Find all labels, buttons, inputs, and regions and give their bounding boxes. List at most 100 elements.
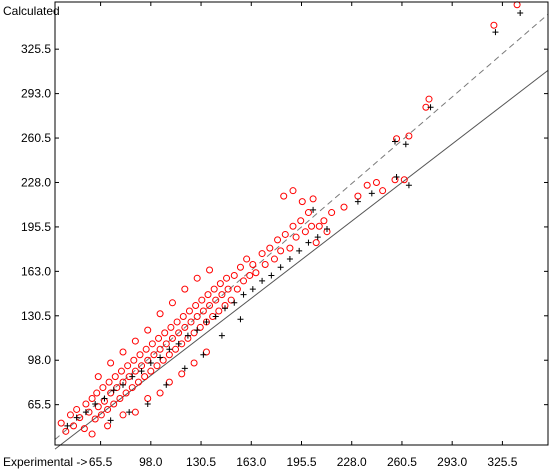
data-point-circle [175,329,183,337]
data-point-circle [292,233,300,241]
data-point-circle [156,389,164,397]
x-tick-label: 195.5 [286,455,316,469]
data-point-circle [354,192,362,200]
data-point-circle [117,367,125,375]
data-point-plus [402,141,409,148]
identity-line [54,13,549,440]
data-point-circle [70,422,78,430]
data-point-circle [281,230,289,238]
data-point-circle [153,362,161,370]
data-point-circle [258,250,266,258]
data-point-circle [138,362,146,370]
data-point-circle [198,296,206,304]
data-point-circle [266,244,274,252]
data-point-circle [144,356,152,364]
y-tick-label: 195.5 [21,220,51,234]
data-point-circle [193,274,201,282]
data-point-plus [203,318,210,325]
y-tick-label: 65.5 [28,398,52,412]
data-point-plus [222,305,228,312]
data-point-circle [187,318,195,326]
data-point-circle [124,362,132,370]
data-point-circle [178,370,186,378]
data-point-plus [231,299,238,306]
axis-ticks [55,2,548,445]
data-point-circle [131,367,139,375]
data-point-plus [101,395,108,402]
data-point-plus [163,381,170,388]
data-point-circle [88,395,96,403]
data-point-plus [212,313,219,320]
data-point-plus [405,182,412,189]
y-tick-label: 130.5 [21,309,51,323]
data-point-circle [193,312,201,320]
data-point-circle [270,255,278,263]
data-point-plus [144,400,151,407]
y-tick-label: 325.5 [21,42,51,56]
data-point-circle [340,203,348,211]
data-point-circle [88,430,96,438]
data-point-circle [301,228,309,236]
data-point-circle [94,403,102,411]
data-point-circle [297,217,305,225]
data-point-circle [196,323,204,331]
data-point-circle [105,378,113,386]
data-point-circle [113,384,121,392]
data-point-plus [184,332,191,339]
data-point-circle [304,209,312,217]
data-point-circle [159,356,167,364]
data-point-circle [309,195,317,203]
data-point-circle [202,348,210,356]
data-point-plus [368,190,375,197]
data-points [57,1,524,438]
x-tick-label: 130.5 [186,455,216,469]
data-point-plus [392,138,398,145]
data-point-circle [206,266,214,274]
y-tick-label: 260.5 [21,131,51,145]
data-point-circle [204,291,212,299]
data-point-plus [237,316,244,323]
data-point-plus [296,247,303,254]
data-point-circle [216,280,224,288]
data-point-plus [175,340,182,347]
data-point-circle [165,378,173,386]
data-point-circle [148,340,156,348]
data-point-circle [173,318,181,326]
data-point-circle [218,291,226,299]
data-point-circle [215,307,223,315]
data-point-circle [104,422,112,430]
data-point-circle [513,1,521,9]
reference-lines [54,13,549,450]
data-point-circle [490,21,498,29]
data-point-circle [161,329,169,337]
data-point-circle [136,351,144,359]
data-point-circle [274,236,282,244]
data-point-plus [249,286,256,293]
x-tick-label: 98.0 [139,455,163,469]
data-point-circle [147,367,155,375]
data-point-plus [82,409,89,416]
data-point-circle [379,187,387,195]
data-point-plus [107,417,114,424]
data-point-circle [131,408,139,416]
data-point-circle [94,373,102,381]
x-tick-label: 163.0 [236,455,266,469]
data-point-circle [122,389,130,397]
data-point-circle [141,373,149,381]
x-tick-label: 228.0 [337,455,367,469]
data-point-plus [354,198,361,205]
x-tick-label: 260.5 [387,455,417,469]
data-point-plus [120,381,126,388]
data-point-circle [119,411,127,419]
data-point-circle [181,285,189,293]
data-point-circle [80,425,88,433]
data-point-circle [243,255,251,263]
y-tick-label: 228.0 [21,175,51,189]
data-point-circle [425,95,433,103]
data-point-circle [286,244,294,252]
y-axis-label: Calculated [3,4,60,18]
x-tick-label: 293.0 [437,455,467,469]
data-point-circle [298,198,306,206]
data-point-circle [131,337,139,345]
